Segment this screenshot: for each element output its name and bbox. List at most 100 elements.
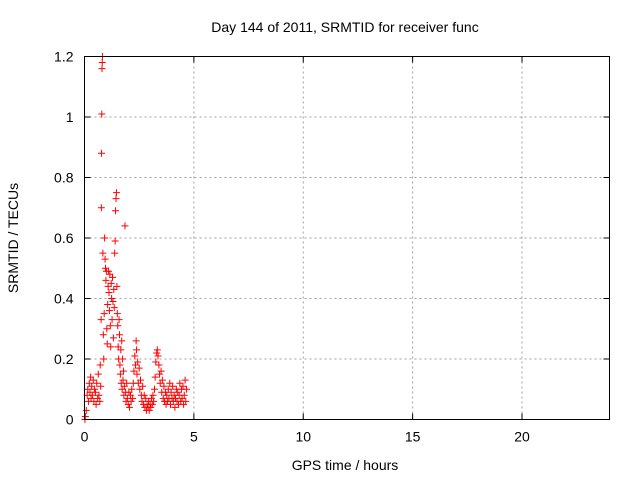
data-point-marker (132, 337, 140, 345)
data-point-marker (157, 367, 165, 375)
data-point-marker (103, 340, 111, 348)
data-point-marker (94, 370, 102, 378)
data-point-marker (158, 376, 166, 384)
data-point-marker (123, 379, 131, 387)
x-tick-label: 0 (81, 429, 89, 445)
data-point-marker (169, 382, 177, 390)
data-point-marker (119, 355, 127, 363)
data-point-marker (133, 346, 141, 354)
data-point-marker (135, 364, 143, 372)
data-point-marker (114, 322, 122, 330)
data-point-marker (140, 391, 148, 399)
data-point-marker (109, 298, 117, 306)
data-point-marker (96, 361, 104, 369)
data-point-marker (99, 331, 107, 339)
data-point-marker (128, 385, 136, 393)
data-point-marker (97, 204, 105, 212)
data-point-marker (181, 376, 189, 384)
data-point-marker (100, 310, 108, 318)
data-point-marker (136, 385, 144, 393)
data-point-marker (155, 361, 163, 369)
data-point-marker (174, 388, 182, 396)
data-point-marker (152, 358, 160, 366)
y-tick-label: 1 (66, 109, 74, 125)
data-point-marker (111, 237, 119, 245)
data-point-marker (167, 388, 175, 396)
y-tick-label: 0 (66, 412, 74, 428)
data-point-marker (105, 288, 113, 296)
data-point-marker (105, 307, 113, 315)
data-point-marker (92, 400, 100, 408)
data-point-marker (104, 301, 112, 309)
data-point-marker (118, 337, 126, 345)
data-point-marker (104, 282, 112, 290)
data-point-marker (117, 346, 125, 354)
data-point-marker (137, 376, 144, 384)
plot-frame (84, 56, 610, 420)
data-point-marker (109, 273, 116, 281)
data-point-marker (166, 400, 174, 408)
data-point-marker (150, 397, 158, 405)
data-point-marker (127, 397, 135, 405)
x-tick-label: 5 (190, 429, 198, 445)
data-point-marker (106, 322, 114, 330)
data-point-marker (125, 388, 133, 396)
data-point-marker (112, 195, 120, 203)
x-axis-title: GPS time / hours (292, 457, 399, 473)
data-point-marker (91, 388, 99, 396)
chart-title: Day 144 of 2011, SRMTID for receiver fun… (211, 19, 478, 35)
x-tick-label: 15 (405, 429, 421, 445)
data-point-marker (98, 149, 106, 157)
data-point-marker (101, 255, 109, 263)
data-point-marker (88, 391, 96, 399)
data-point-marker (110, 285, 118, 293)
data-point-marker (116, 370, 124, 378)
data-point-marker (103, 325, 111, 333)
data-point-marker (124, 400, 132, 408)
data-point-marker (116, 361, 124, 369)
data-point-marker (98, 65, 106, 73)
data-point-marker (115, 316, 123, 324)
data-point-marker (93, 379, 101, 387)
data-point-marker (180, 391, 188, 399)
x-tick-label: 10 (295, 429, 311, 445)
data-point-marker (108, 316, 116, 324)
y-tick-label: 0.4 (54, 291, 74, 307)
data-point-marker (149, 391, 157, 399)
data-point-marker (116, 331, 123, 339)
data-point-marker (156, 370, 164, 378)
data-point-marker (81, 412, 89, 420)
data-point-marker (113, 310, 121, 318)
data-point-marker (120, 391, 128, 399)
y-tick-label: 0.8 (54, 170, 74, 186)
data-point-marker (101, 234, 109, 242)
data-point-marker (179, 382, 187, 390)
data-point-marker (88, 382, 96, 390)
data-point-marker (113, 282, 121, 290)
data-point-marker (134, 358, 142, 366)
data-point-marker (98, 59, 106, 67)
data-point-marker (121, 222, 129, 230)
data-point-marker (131, 352, 139, 360)
data-point-marker (153, 346, 161, 354)
y-tick-label: 0.2 (54, 351, 74, 367)
data-point-marker (98, 110, 106, 118)
data-point-marker (82, 406, 90, 414)
data-point-marker (108, 295, 116, 302)
data-point-marker (119, 376, 127, 384)
data-point-marker (96, 397, 104, 405)
y-axis-title: SRMTID / TECUs (5, 183, 21, 293)
data-point-marker (100, 355, 108, 363)
data-point-marker (109, 334, 117, 342)
grid-lines (84, 56, 610, 420)
data-point-marker (99, 249, 107, 257)
data-point-marker (102, 264, 109, 272)
y-tick-labels: 0 0.2 0.4 0.6 0.8 1 1.2 (54, 49, 74, 428)
y-tick-label: 0.6 (54, 230, 74, 246)
data-point-marker (151, 373, 159, 381)
data-point-marker (166, 379, 174, 387)
data-point-marker (95, 391, 103, 399)
data-point-marker (107, 279, 115, 287)
data-point-marker (153, 349, 161, 357)
